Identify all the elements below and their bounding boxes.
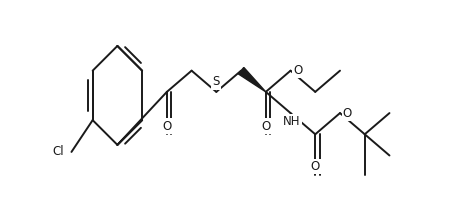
- Text: NH: NH: [283, 115, 300, 128]
- Text: O: O: [311, 160, 320, 173]
- Text: O: O: [162, 120, 171, 132]
- Text: O: O: [261, 120, 271, 132]
- Text: O: O: [293, 64, 303, 77]
- Text: Cl: Cl: [52, 145, 64, 158]
- Text: O: O: [343, 107, 352, 120]
- Text: S: S: [212, 75, 220, 88]
- Polygon shape: [238, 67, 266, 92]
